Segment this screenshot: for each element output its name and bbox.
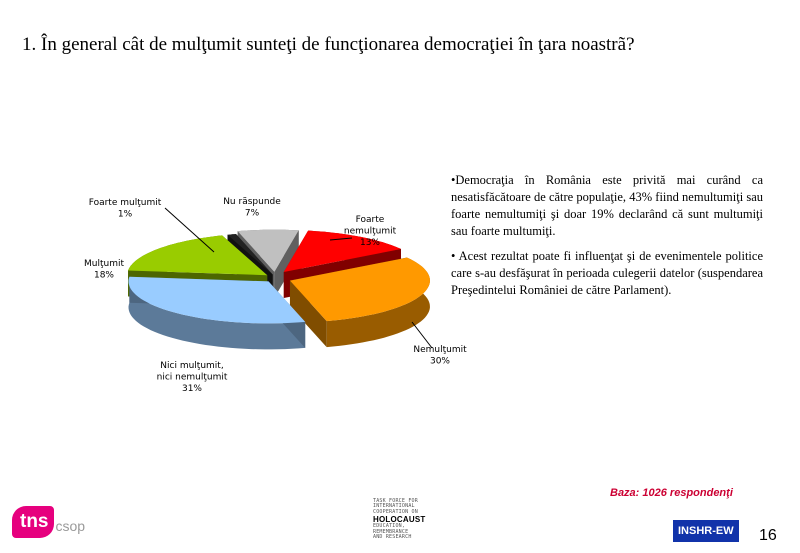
pie-slice-5	[227, 234, 273, 275]
page-number: 16	[759, 527, 777, 544]
csop-logo-text: csop	[55, 518, 86, 534]
sample-base-note: Baza: 1026 respondenţi	[610, 487, 733, 499]
taskforce-line: HOLOCAUST	[373, 515, 426, 525]
commentary-paragraph-2: • Acest rezultat poate fi influenţat şi …	[451, 249, 763, 297]
leader-line	[411, 321, 433, 349]
taskforce-line: COOPERATION ON	[373, 508, 418, 515]
slice-label-6: Nu rãspunde 7%	[223, 197, 281, 219]
pie-slice-6	[237, 229, 299, 272]
pie-slice-3	[128, 276, 306, 324]
tns-csop-logo: tns csop	[12, 506, 85, 538]
slice-label-3: Nici mulţumit, nici nemulţumit 31%	[157, 361, 228, 394]
slice-label-2: Nemulţumit 30%	[413, 345, 467, 367]
leader-line	[164, 207, 215, 253]
taskforce-line: INTERNATIONAL	[373, 503, 415, 510]
slice-label-5: Foarte mulţumit 1%	[89, 198, 162, 220]
tns-logo-mark: tns	[12, 506, 54, 538]
page-title: 1. În general cât de mulţumit sunteţi de…	[22, 34, 635, 55]
pie-slice-2	[290, 257, 430, 322]
taskforce-line: REMEMBRANCE	[373, 528, 409, 535]
leader-line	[329, 237, 353, 241]
pie-slice-side	[326, 257, 430, 348]
commentary-paragraph-1: •Democraţia în România este privită mai …	[451, 173, 763, 238]
pie-slice-wall	[289, 280, 327, 348]
taskforce-line: TASK FORCE FOR	[373, 498, 418, 504]
taskforce-line: AND RESEARCH	[373, 534, 412, 541]
taskforce-line: EDUCATION,	[373, 523, 406, 530]
pie-slice-side	[128, 276, 306, 350]
slice-label-1: Foarte nemulţumit 13%	[344, 215, 397, 248]
task-force-logo: TASK FORCE FOR INTERNATIONAL COOPERATION…	[373, 498, 431, 543]
slice-label-4: Mulţumit 18%	[84, 259, 124, 281]
pie-slice-4	[128, 235, 268, 276]
commentary-text: •Democraţia în România este privită mai …	[451, 172, 763, 307]
pie-slice-wall	[274, 230, 299, 298]
inshr-ew-logo: INSHR-EW	[673, 520, 739, 542]
pie-slice-1	[283, 230, 401, 272]
